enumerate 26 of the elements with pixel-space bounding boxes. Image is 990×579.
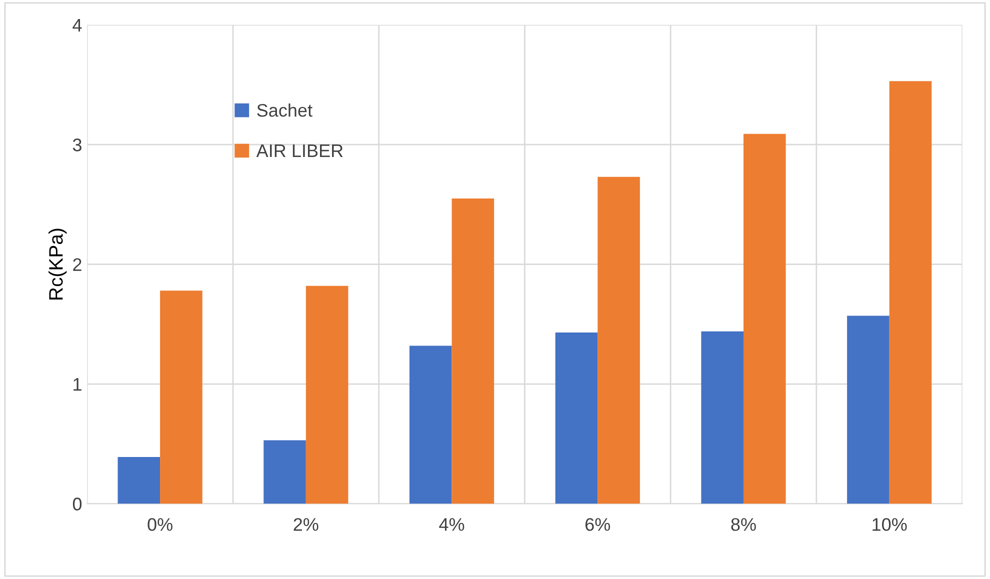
y-tick-label: 3 — [72, 138, 82, 152]
bar — [264, 440, 306, 504]
x-tick-label: 2% — [294, 518, 318, 531]
bar — [306, 286, 348, 504]
bar — [555, 332, 598, 504]
bar — [409, 346, 452, 504]
legend-label: Sachet — [257, 103, 312, 117]
bar — [743, 134, 786, 504]
x-tick-label: 0% — [148, 518, 172, 531]
bar — [598, 176, 640, 504]
bar — [847, 316, 890, 504]
y-tick-label: 1 — [74, 378, 82, 391]
y-tick-label: 4 — [72, 19, 82, 32]
x-tick-label: 6% — [586, 518, 610, 531]
x-tick-label: 4% — [439, 518, 464, 531]
bar — [452, 198, 494, 504]
x-tick-label: 8% — [731, 518, 756, 531]
bar — [889, 81, 932, 504]
y-tick-label: 2 — [73, 258, 82, 271]
y-axis-title: Rc(KPa) — [48, 228, 67, 300]
bar — [160, 290, 202, 504]
bar — [701, 331, 744, 504]
y-tick-label: 0 — [72, 498, 82, 510]
x-tick-label: 10% — [872, 518, 907, 531]
bar — [118, 457, 160, 504]
legend-label: AIR LIBER — [256, 144, 343, 157]
